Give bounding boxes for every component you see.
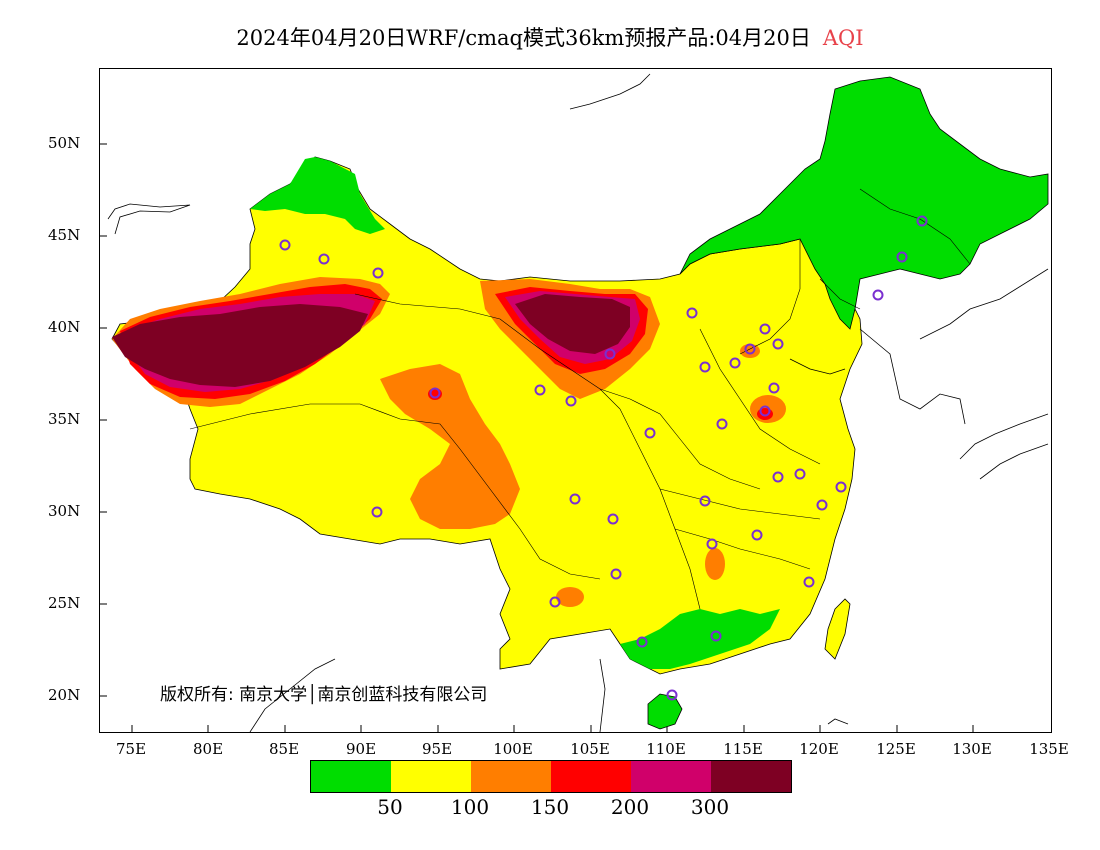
lat-label-40n: 40N — [48, 318, 81, 336]
legend-label-100: 100 — [450, 795, 490, 819]
south-coast-green — [620, 609, 780, 669]
orange-zone-central — [380, 364, 520, 529]
lon-label-95e: 95E — [421, 740, 453, 758]
legend-swatch-3 — [471, 761, 551, 792]
north-xinjiang-green — [250, 157, 385, 234]
copyright-text: 版权所有: 南京大学│南京创蓝科技有限公司 — [160, 685, 488, 705]
maroon-zone-taklimakan — [112, 304, 368, 387]
aqi-map-svg — [100, 73, 1049, 732]
lon-label-80e: 80E — [192, 740, 224, 758]
legend-label-200: 200 — [610, 795, 650, 819]
axis-ticks — [100, 143, 974, 732]
lat-label-30n: 30N — [48, 502, 81, 520]
lon-label-75e: 75E — [115, 740, 147, 758]
lon-label-105e: 105E — [570, 740, 610, 758]
station-markers — [279, 215, 928, 701]
maroon-zone-alxa — [515, 294, 630, 354]
legend-swatch-6 — [711, 761, 791, 792]
province-borders — [189, 188, 971, 610]
legend-swatch-1 — [311, 761, 391, 792]
title-product: AQI — [822, 26, 864, 50]
lon-label-130e: 130E — [952, 740, 992, 758]
lon-label-90e: 90E — [345, 740, 377, 758]
lat-label-50n: 50N — [48, 134, 81, 152]
hotspot-guangxi — [556, 587, 584, 607]
legend-label-300: 300 — [690, 795, 730, 819]
lon-label-110e: 110E — [646, 740, 686, 758]
lon-label-115e: 115E — [723, 740, 763, 758]
legend-swatch-5 — [631, 761, 711, 792]
lon-label-100e: 100E — [493, 740, 533, 758]
lon-label-85e: 85E — [268, 740, 300, 758]
northeast-green — [679, 76, 1049, 330]
hainan-island — [647, 693, 683, 730]
taiwan-island — [824, 598, 851, 660]
coastlines — [107, 73, 1049, 732]
legend-swatch-4 — [551, 761, 631, 792]
lon-label-135e: 135E — [1029, 740, 1069, 758]
lat-label-25n: 25N — [48, 594, 81, 612]
legend-swatch-2 — [391, 761, 471, 792]
hotspot-beijing — [740, 344, 760, 358]
aqi-legend — [310, 760, 792, 793]
hotspot-henan — [757, 408, 773, 420]
legend-label-150: 150 — [530, 795, 570, 819]
hotspot-hunan — [705, 548, 725, 580]
lat-label-20n: 20N — [48, 686, 81, 704]
lat-label-45n: 45N — [48, 226, 81, 244]
title-main: 2024年04月20日WRF/cmaq模式36km预报产品:04月20日 — [236, 26, 811, 50]
aqi-map — [99, 68, 1052, 733]
lon-label-125e: 125E — [876, 740, 916, 758]
lon-label-120e: 120E — [799, 740, 839, 758]
legend-label-50: 50 — [377, 795, 403, 819]
map-title: 2024年04月20日WRF/cmaq模式36km预报产品:04月20日 AQI — [0, 22, 1100, 52]
lat-label-35n: 35N — [48, 410, 81, 428]
